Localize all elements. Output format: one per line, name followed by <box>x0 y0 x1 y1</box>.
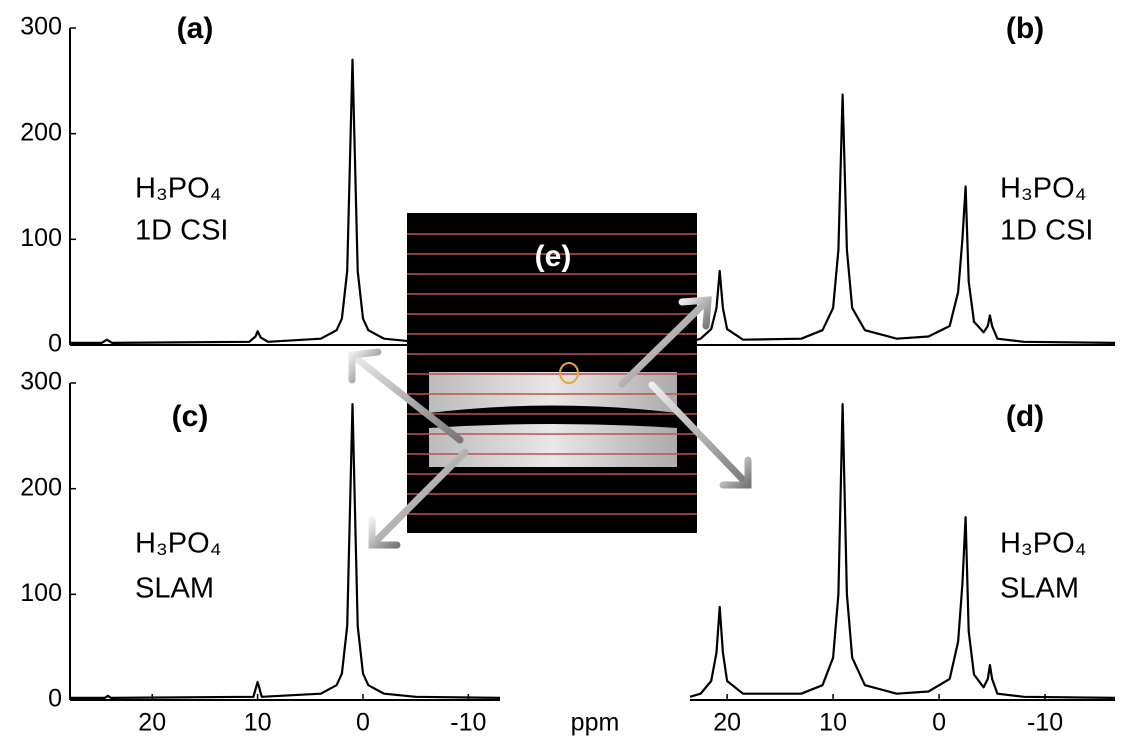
page: {"chart_data": [ {"type": "line", "panel… <box>0 0 1130 746</box>
y-tick-label: 200 <box>20 118 62 146</box>
mri-inset: (e) <box>352 213 748 545</box>
y-tick-label: 300 <box>20 13 62 41</box>
x-tick-label: 10 <box>819 709 847 737</box>
x-tick-label: 20 <box>138 709 166 737</box>
inset-label: (e) <box>535 240 572 273</box>
annotation: H₃PO₄ <box>1000 528 1087 560</box>
x-tick-label: 0 <box>356 709 370 737</box>
annotation: 1D CSI <box>1000 215 1093 247</box>
annotation: H₃PO₄ <box>135 173 222 205</box>
panel-label: (c) <box>172 400 209 433</box>
phantom-lower <box>429 424 677 467</box>
y-tick-label: 0 <box>48 330 62 358</box>
annotation: H₃PO₄ <box>135 528 222 560</box>
annotation: 1D CSI <box>135 215 228 247</box>
x-tick-label: 0 <box>932 709 946 737</box>
x-tick-label: -10 <box>1027 709 1063 737</box>
x-tick-label: 10 <box>244 709 272 737</box>
figure: 0100200300(a)H₃PO₄1D CSI(b)H₃PO₄1D CSI01… <box>0 0 1130 746</box>
y-tick-label: 200 <box>20 473 62 501</box>
annotation: H₃PO₄ <box>1000 173 1087 205</box>
annotation: SLAM <box>135 573 214 605</box>
panel-label: (b) <box>1006 12 1044 45</box>
y-tick-label: 100 <box>20 579 62 607</box>
x-tick-label: -10 <box>450 709 486 737</box>
y-tick-label: 100 <box>20 224 62 252</box>
annotation: SLAM <box>1000 573 1079 605</box>
panel-label: (a) <box>177 12 214 45</box>
y-tick-label: 0 <box>48 685 62 713</box>
panel-label: (d) <box>1006 400 1044 433</box>
x-axis-label: ppm <box>571 709 620 737</box>
x-tick-label: 20 <box>713 709 741 737</box>
y-tick-label: 300 <box>20 368 62 396</box>
